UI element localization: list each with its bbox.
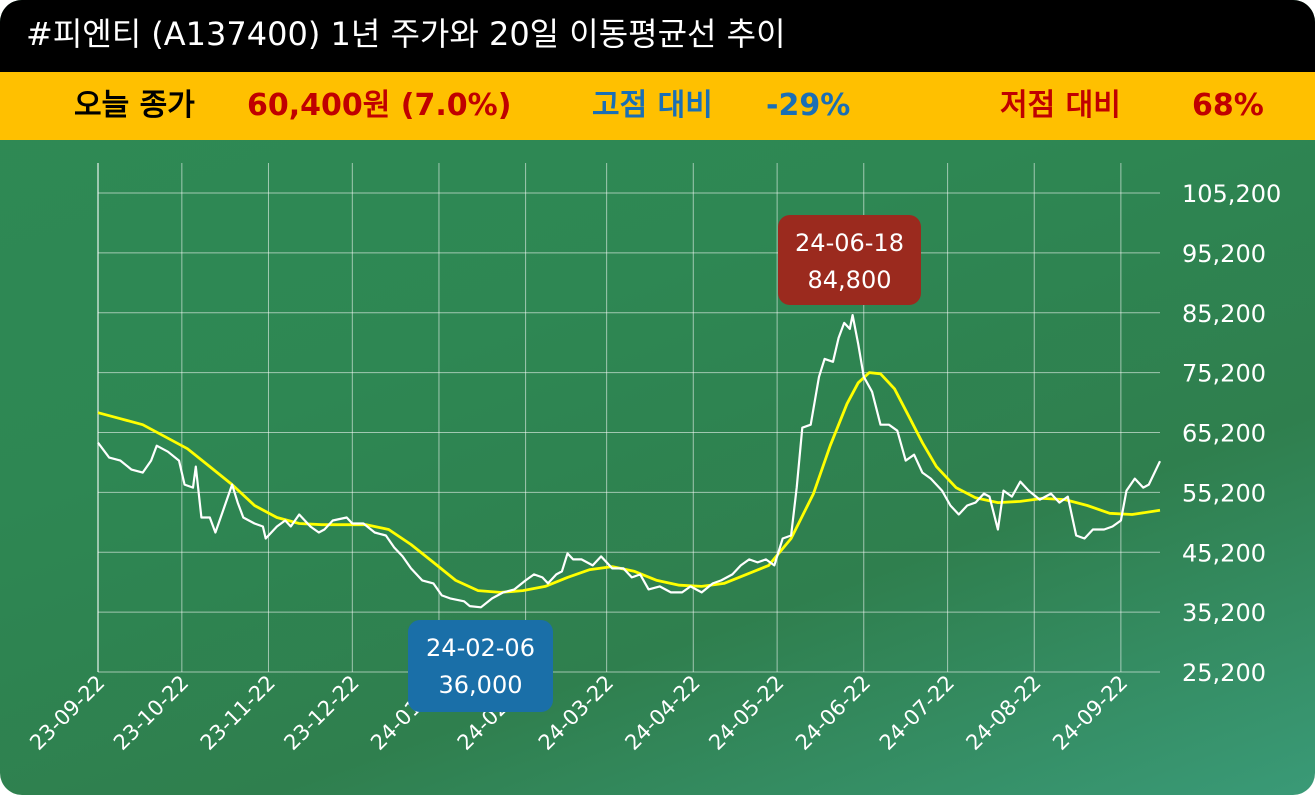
low-annotation: 24-02-06 36,000 bbox=[408, 620, 553, 712]
chart-title: #피엔티 (A137400) 1년 주가와 20일 이동평균선 추이 bbox=[26, 15, 786, 53]
low-annotation-date: 24-02-06 bbox=[426, 634, 535, 662]
y-tick-label: 45,200 bbox=[1182, 539, 1266, 567]
high-annotation: 24-06-18 84,800 bbox=[778, 215, 921, 305]
x-tick-label: 23-09-22 bbox=[25, 671, 109, 755]
y-tick-label: 75,200 bbox=[1182, 360, 1266, 388]
x-tick-label: 24-09-22 bbox=[1048, 671, 1132, 755]
low-value: 68% bbox=[1192, 88, 1264, 123]
price-chart: 23-09-22 23-10-22 23-11-22 23-12-22 24-01-22… bbox=[25, 163, 1281, 755]
low-annotation-value: 36,000 bbox=[439, 671, 523, 699]
x-tick-label: 23-11-22 bbox=[196, 671, 280, 755]
low-annotation-box bbox=[408, 620, 553, 712]
y-tick-label: 95,200 bbox=[1182, 240, 1266, 268]
title-bar: #피엔티 (A137400) 1년 주가와 20일 이동평균선 추이 bbox=[0, 0, 1315, 72]
x-tick-label: 24-06-22 bbox=[791, 671, 875, 755]
high-annotation-date: 24-06-18 bbox=[795, 229, 904, 257]
x-tick-label: 24-07-22 bbox=[875, 671, 959, 755]
close-value: 60,400원 (7.0%) bbox=[247, 88, 512, 123]
price-line bbox=[97, 314, 1161, 609]
high-annotation-value: 84,800 bbox=[808, 266, 892, 294]
x-tick-label: 24-04-22 bbox=[620, 671, 704, 755]
high-annotation-box bbox=[778, 215, 921, 305]
summary-bar: 오늘 종가 60,400원 (7.0%) 고점 대비 -29% 저점 대비 68… bbox=[0, 72, 1315, 140]
x-tick-label: 24-05-22 bbox=[704, 671, 788, 755]
low-label: 저점 대비 bbox=[1000, 88, 1121, 123]
x-tick-label: 23-10-22 bbox=[109, 671, 193, 755]
y-tick-label: 55,200 bbox=[1182, 479, 1266, 507]
y-tick-label: 105,200 bbox=[1182, 180, 1281, 208]
x-tick-label: 23-12-22 bbox=[279, 671, 363, 755]
high-label: 고점 대비 bbox=[592, 88, 713, 123]
x-tick-label: 24-08-22 bbox=[961, 671, 1045, 755]
y-tick-label: 25,200 bbox=[1182, 659, 1266, 687]
y-tick-label: 35,200 bbox=[1182, 599, 1266, 627]
y-tick-label: 85,200 bbox=[1182, 300, 1266, 328]
close-label: 오늘 종가 bbox=[74, 88, 195, 123]
high-value: -29% bbox=[766, 88, 851, 123]
ma-line bbox=[97, 371, 1161, 594]
y-tick-label: 65,200 bbox=[1182, 420, 1266, 448]
